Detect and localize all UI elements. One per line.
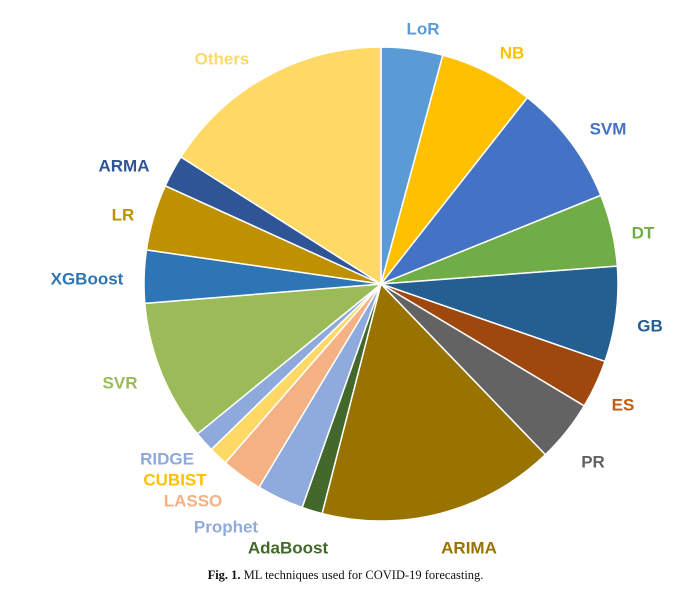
slice-label-lor: LoR [406, 19, 439, 38]
pie-slice-arima [321, 283, 547, 522]
slice-label-prophet: Prophet [194, 517, 259, 536]
slice-label-ridge: RIDGE [140, 449, 194, 468]
pie-slice-svm [380, 96, 602, 285]
slice-label-others: Others [195, 49, 250, 68]
slice-label-cubist: CUBIST [143, 470, 207, 489]
pie-slices [143, 46, 619, 522]
slice-label-lr: LR [112, 205, 135, 224]
slice-label-dt: DT [632, 223, 655, 242]
slice-label-nb: NB [500, 43, 525, 62]
caption-text: ML techniques used for COVID-19 forecast… [243, 568, 484, 582]
slice-label-arma: ARMA [99, 156, 150, 175]
slice-label-arima: ARIMA [441, 538, 497, 557]
slice-label-lasso: LASSO [164, 491, 223, 510]
slice-label-svm: SVM [590, 119, 627, 138]
slice-label-xgboost: XGBoost [51, 269, 124, 288]
slice-label-gb: GB [637, 316, 663, 335]
slice-label-es: ES [612, 395, 635, 414]
pie-slice-svr [144, 283, 382, 435]
slice-label-pr: PR [581, 452, 605, 471]
pie-slice-others [180, 46, 382, 285]
pie-labels: LoR NB SVM DT GB ES PR ARIMA AdaBoost Prophet LASS… [51, 19, 663, 557]
caption-figure-number: Fig. 1. [207, 568, 241, 582]
slice-label-svr: SVR [103, 373, 138, 392]
figure-caption: Fig. 1. ML techniques used for COVID-19 … [0, 568, 691, 583]
slice-label-adaboost: AdaBoost [248, 538, 329, 557]
